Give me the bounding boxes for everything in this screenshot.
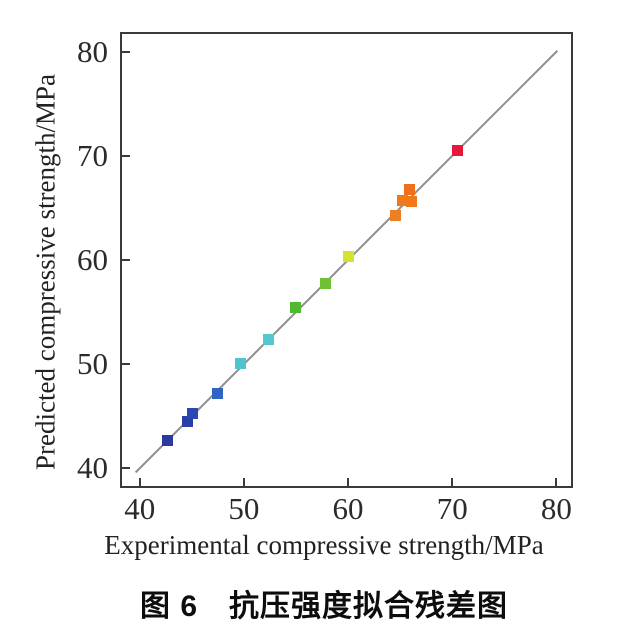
data-point-square xyxy=(182,415,194,427)
x-tick-mark xyxy=(555,478,558,486)
x-tick-mark xyxy=(451,478,454,486)
data-point-square xyxy=(187,407,199,419)
y-tick-label: 70 xyxy=(77,137,108,173)
y-tick-mark xyxy=(122,467,130,470)
data-point-square xyxy=(162,434,174,446)
data-point-square xyxy=(451,145,463,157)
data-point-square xyxy=(290,302,302,314)
data-point-square xyxy=(406,196,418,208)
data-point-square xyxy=(263,333,275,345)
y-tick-mark xyxy=(122,50,130,53)
x-axis-label: Experimental compressive strength/MPa xyxy=(104,530,544,560)
y-tick-label: 60 xyxy=(77,242,108,277)
data-point-square xyxy=(319,278,331,290)
data-point-square xyxy=(390,209,402,221)
x-tick-label: 80 xyxy=(540,491,572,526)
plot-area xyxy=(120,32,573,488)
x-tick-label: 50 xyxy=(228,491,260,526)
x-tick-label: 40 xyxy=(124,491,156,526)
data-point-square xyxy=(342,251,354,263)
y-tick-mark xyxy=(122,154,130,157)
x-tick-mark xyxy=(347,478,350,486)
y-tick-label: 50 xyxy=(77,346,108,382)
y-tick-mark xyxy=(122,259,130,261)
x-tick-label: 70 xyxy=(436,491,468,526)
x-tick-mark xyxy=(242,478,245,486)
figure-caption: 图 6 抗压强度拟合残差图 xyxy=(139,590,509,623)
data-point-square xyxy=(235,357,247,369)
data-point-square xyxy=(404,183,415,195)
data-point-square xyxy=(212,387,224,399)
data-point-square xyxy=(396,195,408,207)
x-tick-label: 60 xyxy=(332,491,364,526)
y-tick-mark xyxy=(122,363,130,366)
x-tick-mark xyxy=(138,478,141,486)
y-tick-label: 40 xyxy=(77,450,108,486)
y-tick-label: 80 xyxy=(77,33,108,69)
